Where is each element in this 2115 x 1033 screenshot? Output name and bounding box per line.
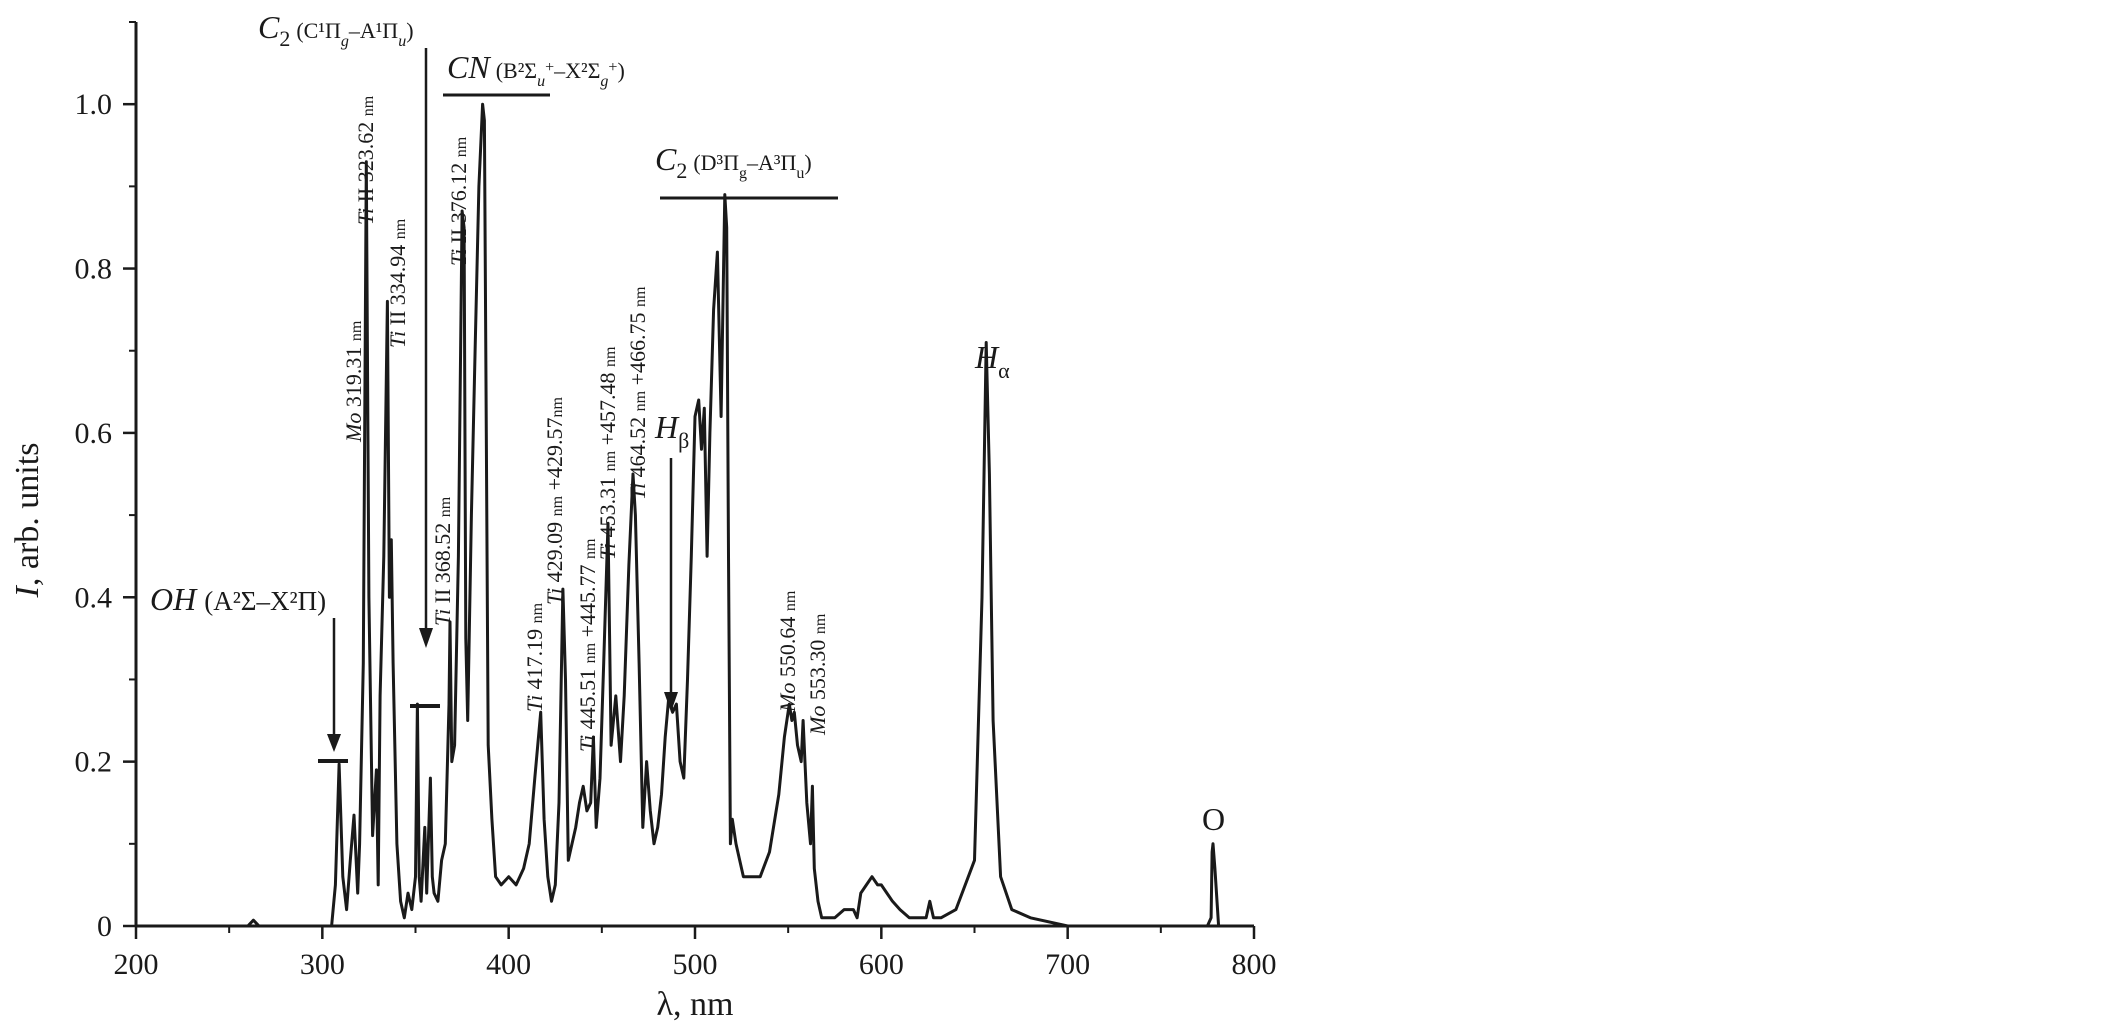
y-tick-label: 0.6: [75, 417, 113, 450]
y-axis-title: I, arb. units: [9, 443, 46, 599]
peak-label-ti-368: Ti II 368.52 nm: [430, 496, 455, 626]
h-beta-arrow-head: [664, 692, 678, 712]
oh-arrow-head: [327, 734, 341, 752]
x-tick-label: 700: [1045, 948, 1090, 981]
peak-label-ti-453: Ti 453.31 nm +457.48 nm: [595, 346, 620, 560]
peak-label-ti-464: Ti 464.52 nm +466.75 nm: [625, 286, 650, 500]
svg-text:I, arb. units: I, arb. units: [9, 443, 46, 599]
annotation-h-alpha: Hα: [974, 339, 1010, 383]
x-tick-label: 300: [300, 948, 345, 981]
annotation-cn: CN (B²Σu+–X²Σg+): [447, 49, 625, 90]
x-tick-label: 600: [859, 948, 904, 981]
x-tick-label: 800: [1232, 948, 1277, 981]
spectrum-series-line: [136, 102, 1254, 928]
annotation-c2-upper: C2 (C¹Πg–A¹Πu): [258, 9, 414, 51]
annotation-o: O: [1202, 801, 1225, 837]
axis-ticks: 200 300 400 500 600 700 800 0 0.2 0.4 0.6 0.8 1.0: [75, 21, 1277, 981]
series-layer: [136, 102, 1254, 928]
peak-label-ti-417: Ti 417.19 nm: [522, 602, 547, 712]
x-tick-label: 200: [114, 948, 159, 981]
annotation-c2-swan: C2 (D³Πg–A³Πu): [655, 141, 812, 183]
y-axis-title-italic: I: [9, 584, 46, 598]
y-tick-label: 1.0: [75, 88, 113, 121]
y-tick-label: 0.2: [75, 746, 113, 779]
annotation-h-beta: Hβ: [654, 409, 689, 453]
y-tick-label: 0.4: [75, 581, 113, 614]
peak-label-ti-429: Ti 429.09 nm +429.57nm: [542, 396, 567, 605]
y-axis-title-rest: , arb. units: [9, 443, 46, 587]
x-tick-label: 400: [486, 948, 531, 981]
peak-label-ti-376: Ti II 376.12 nm: [446, 136, 471, 266]
peak-label-mo-550: Mo 550.64 nm: [775, 590, 800, 713]
y-tick-label: 0.8: [75, 253, 113, 286]
x-axis-title: λ, nm: [657, 986, 734, 1023]
peak-label-ti-323: Ti II 323.62 nm: [353, 95, 378, 225]
peak-label-mo-319: Mo 319.31 nm: [341, 320, 366, 443]
peak-label-ti-445: Ti 445.51 nm +445.77 nm: [575, 538, 600, 752]
peak-label-ti-334: Ti II 334.94 nm: [385, 218, 410, 348]
x-tick-label: 500: [673, 948, 718, 981]
annotation-oh: OH (A²Σ–X²Π): [150, 581, 326, 617]
peak-label-mo-553: Mo 553.30 nm: [805, 613, 830, 736]
y-tick-label: 0: [97, 910, 112, 943]
c2-upper-arrow-head: [419, 628, 433, 648]
